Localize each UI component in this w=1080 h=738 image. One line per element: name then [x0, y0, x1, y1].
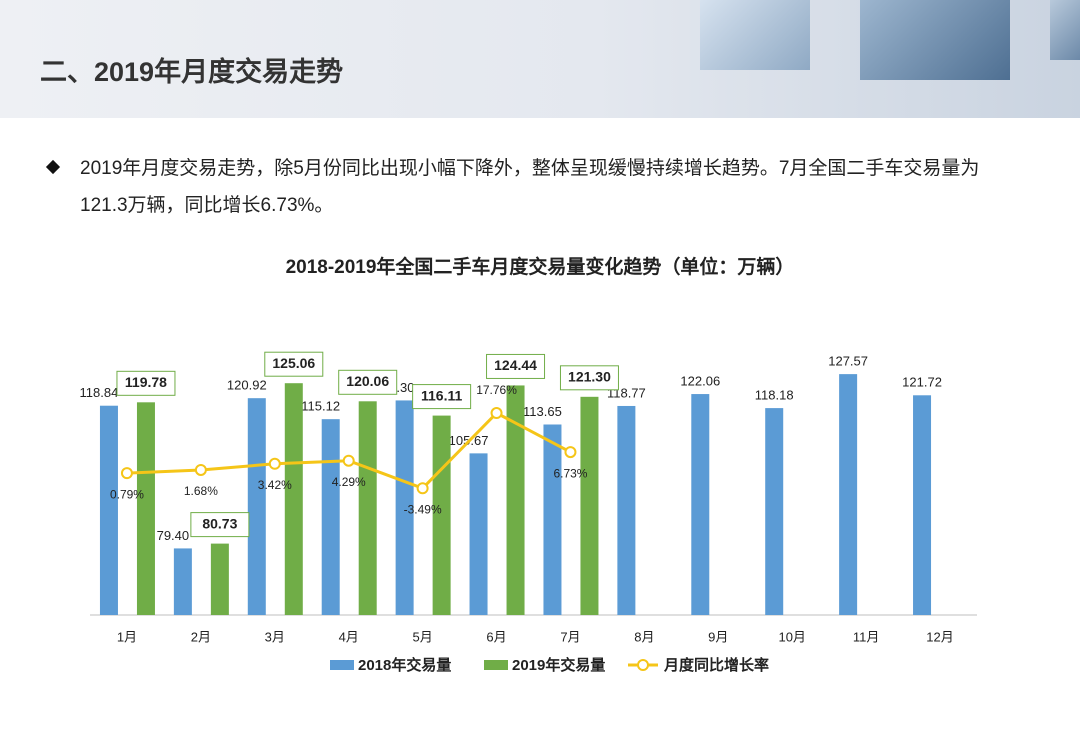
- data-label: 113.65: [523, 404, 562, 419]
- decor-cube: [700, 0, 810, 70]
- line-point: [416, 482, 429, 495]
- data-label: 125.06: [272, 355, 315, 371]
- data-label: 124.44: [494, 357, 537, 373]
- data-label: 120.06: [346, 373, 389, 389]
- bar: [358, 401, 377, 615]
- bar: [839, 374, 858, 615]
- data-label: 121.30: [568, 369, 611, 385]
- x-tick-label: 2月: [191, 629, 211, 644]
- x-tick-label: 5月: [413, 629, 433, 644]
- decor-cube: [1050, 0, 1080, 60]
- bullet-text: 2019年月度交易走势，除5月份同比出现小幅下降外，整体呈现缓慢持续增长趋势。7…: [80, 158, 980, 216]
- bar: [247, 398, 266, 615]
- data-label: 120.92: [227, 378, 267, 393]
- line-point: [342, 454, 355, 467]
- x-tick-label: 3月: [265, 629, 285, 644]
- legend-swatch: [637, 659, 649, 671]
- line-point: [490, 407, 503, 420]
- page-title: 二、2019年月度交易走势: [40, 57, 344, 87]
- data-label-box: [338, 369, 398, 395]
- x-tick-label: 1月: [117, 629, 137, 644]
- bar: [136, 402, 155, 615]
- data-label: 4.29%: [332, 475, 366, 489]
- data-label: 115.12: [301, 399, 340, 414]
- data-label-box: [559, 365, 619, 391]
- x-tick-label: 9月: [708, 629, 728, 644]
- bar: [506, 385, 525, 615]
- x-tick-label: 12月: [926, 629, 953, 644]
- decor-cube: [860, 0, 1010, 80]
- data-label: -3.49%: [404, 502, 442, 516]
- line-point: [120, 467, 133, 480]
- bar: [543, 424, 562, 615]
- data-label: 80.73: [202, 515, 237, 531]
- data-label: 0.79%: [110, 487, 144, 501]
- data-label-box: [412, 384, 472, 410]
- bar: [617, 405, 636, 615]
- legend-label: 2018年交易量: [358, 656, 451, 674]
- bar: [395, 400, 414, 615]
- data-label: 6.73%: [553, 466, 587, 480]
- data-label: 118.18: [755, 388, 794, 403]
- line-point: [564, 446, 577, 459]
- line-point: [194, 463, 207, 476]
- bar: [284, 383, 303, 615]
- x-tick-label: 6月: [486, 629, 506, 644]
- x-tick-label: 11月: [853, 629, 880, 644]
- data-label: 118.84: [80, 385, 119, 400]
- data-label: 121.72: [902, 375, 942, 390]
- data-label: 127.57: [828, 354, 868, 369]
- data-label: 122.06: [680, 373, 720, 388]
- data-label: 116.11: [421, 387, 462, 403]
- legend-swatch: [330, 660, 354, 670]
- data-label-box: [190, 512, 250, 538]
- bar: [210, 543, 229, 615]
- x-tick-label: 7月: [560, 629, 580, 644]
- data-label: 3.42%: [258, 478, 292, 492]
- x-tick-label: 4月: [339, 629, 359, 644]
- line-point: [268, 457, 281, 470]
- bar: [580, 396, 599, 615]
- bar: [469, 453, 488, 615]
- data-label-box: [486, 353, 546, 379]
- chart-title: 2018-2019年全国二手车月度交易量变化趋势（单位：万辆）: [286, 255, 795, 278]
- legend-label: 2019年交易量: [512, 656, 605, 674]
- bar: [99, 405, 118, 615]
- bar: [173, 548, 192, 615]
- data-label: 1.68%: [184, 484, 218, 498]
- x-tick-label: 8月: [634, 629, 654, 644]
- data-label-box: [264, 351, 324, 377]
- x-tick-label: 10月: [778, 629, 805, 644]
- header-band: [0, 0, 1080, 118]
- bar: [913, 395, 932, 615]
- data-label-box: [116, 370, 176, 396]
- bar: [321, 419, 340, 615]
- legend-swatch: [484, 660, 508, 670]
- legend-label: 月度同比增长率: [663, 656, 769, 674]
- bar: [765, 408, 784, 615]
- data-label: 119.78: [125, 374, 167, 390]
- data-label: 79.40: [157, 528, 190, 543]
- bar: [691, 394, 710, 615]
- data-label: 17.76%: [476, 383, 517, 397]
